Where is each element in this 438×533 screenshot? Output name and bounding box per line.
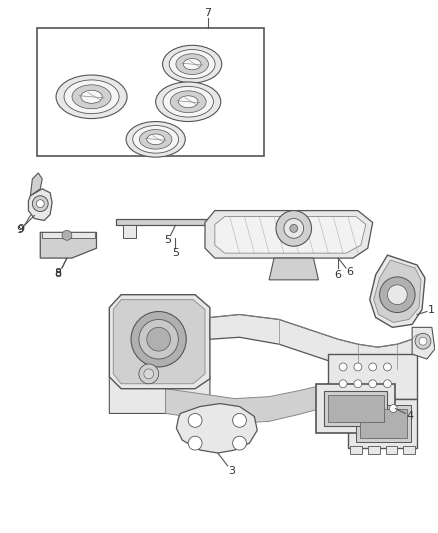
Polygon shape	[110, 295, 210, 389]
Polygon shape	[28, 189, 52, 221]
Ellipse shape	[56, 75, 127, 118]
Text: 5: 5	[172, 248, 179, 258]
Circle shape	[139, 364, 159, 384]
Text: 8: 8	[54, 269, 62, 279]
Ellipse shape	[126, 122, 185, 157]
Ellipse shape	[139, 130, 172, 149]
Text: 8: 8	[54, 268, 62, 278]
Polygon shape	[205, 211, 373, 258]
Polygon shape	[370, 255, 425, 327]
Circle shape	[354, 380, 362, 387]
Circle shape	[419, 337, 427, 345]
Ellipse shape	[155, 82, 221, 122]
Ellipse shape	[176, 54, 208, 75]
Ellipse shape	[81, 90, 102, 103]
Ellipse shape	[133, 126, 179, 153]
Text: 4: 4	[406, 411, 414, 422]
Circle shape	[36, 200, 44, 208]
Text: 1: 1	[427, 304, 434, 314]
Bar	[328, 394, 384, 422]
Ellipse shape	[178, 96, 198, 108]
Circle shape	[284, 219, 304, 238]
Ellipse shape	[64, 80, 119, 114]
Polygon shape	[110, 377, 210, 414]
Polygon shape	[218, 225, 231, 238]
Bar	[368, 446, 380, 454]
Polygon shape	[215, 216, 366, 253]
Ellipse shape	[169, 50, 215, 79]
Circle shape	[276, 211, 311, 246]
Ellipse shape	[72, 85, 111, 109]
Polygon shape	[360, 408, 407, 438]
Ellipse shape	[147, 134, 165, 144]
Polygon shape	[210, 314, 417, 372]
Polygon shape	[356, 405, 411, 442]
Circle shape	[415, 333, 431, 349]
Circle shape	[144, 369, 154, 379]
Ellipse shape	[162, 45, 222, 83]
Ellipse shape	[163, 86, 213, 117]
Polygon shape	[177, 403, 257, 453]
Text: 6: 6	[335, 270, 342, 280]
Polygon shape	[30, 173, 42, 196]
Circle shape	[388, 285, 407, 304]
Bar	[403, 446, 415, 454]
Circle shape	[188, 436, 202, 450]
Text: 5: 5	[164, 235, 171, 245]
Circle shape	[339, 380, 347, 387]
Circle shape	[384, 363, 392, 371]
Polygon shape	[166, 374, 373, 423]
Bar	[350, 446, 362, 454]
Circle shape	[389, 405, 397, 413]
Circle shape	[369, 363, 377, 371]
Circle shape	[233, 414, 247, 427]
Polygon shape	[412, 327, 435, 359]
Ellipse shape	[170, 91, 206, 112]
Circle shape	[62, 230, 72, 240]
Circle shape	[188, 414, 202, 427]
Polygon shape	[42, 232, 95, 238]
Polygon shape	[40, 232, 96, 258]
Bar	[316, 384, 396, 433]
Bar	[385, 446, 397, 454]
Circle shape	[147, 327, 170, 351]
Text: 9: 9	[17, 224, 24, 235]
Circle shape	[339, 363, 347, 371]
Circle shape	[384, 380, 392, 387]
Text: 3: 3	[228, 466, 235, 476]
Text: 7: 7	[205, 7, 212, 18]
Circle shape	[139, 319, 178, 359]
Ellipse shape	[183, 59, 201, 70]
Text: 9: 9	[16, 225, 23, 236]
Circle shape	[131, 311, 186, 367]
Polygon shape	[328, 354, 417, 399]
Circle shape	[380, 277, 415, 312]
Circle shape	[290, 224, 298, 232]
Bar	[37, 28, 264, 156]
Circle shape	[233, 436, 247, 450]
Polygon shape	[123, 225, 136, 238]
Polygon shape	[269, 258, 318, 280]
Polygon shape	[374, 260, 421, 322]
Polygon shape	[113, 300, 205, 384]
Circle shape	[354, 363, 362, 371]
Polygon shape	[116, 219, 235, 225]
Circle shape	[369, 380, 377, 387]
Circle shape	[32, 196, 48, 212]
Bar	[325, 391, 388, 426]
Text: 6: 6	[346, 267, 353, 277]
Polygon shape	[348, 399, 417, 448]
